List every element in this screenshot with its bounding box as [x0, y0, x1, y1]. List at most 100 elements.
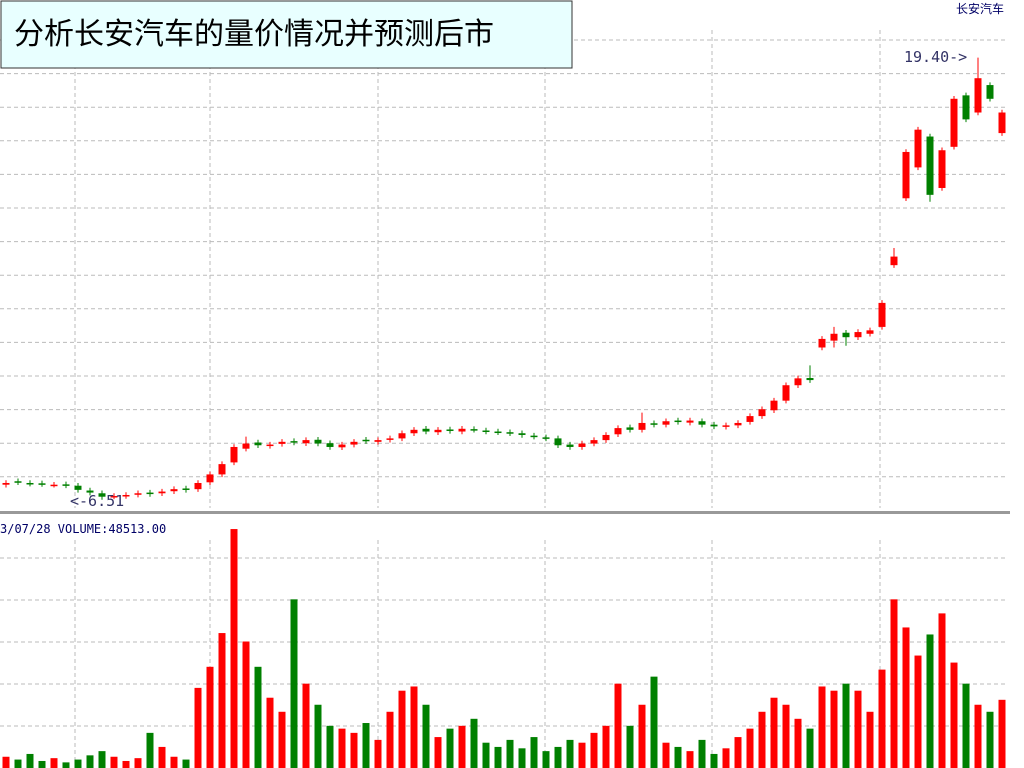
volume-bar — [230, 529, 238, 768]
candle-body — [866, 330, 874, 334]
candle-body — [62, 484, 70, 486]
volume-bar — [134, 758, 142, 768]
volume-bar — [722, 748, 730, 768]
volume-bar — [530, 737, 538, 768]
volume-bar — [434, 737, 442, 768]
candle-body — [254, 442, 262, 446]
candle-body — [662, 421, 670, 425]
volume-bar — [374, 739, 382, 768]
volume-bar — [962, 683, 970, 768]
candle-body — [722, 425, 730, 427]
volume-bar — [350, 732, 358, 768]
volume-bar — [506, 739, 514, 768]
candle-body — [806, 378, 814, 381]
candle-body — [710, 424, 718, 427]
candle-body — [626, 427, 634, 430]
candle-body — [530, 435, 538, 438]
candle-body — [782, 385, 790, 401]
candle-body — [326, 443, 334, 447]
volume-label: 3/07/28 VOLUME:48513.00 — [0, 522, 166, 536]
volume-bar — [314, 704, 322, 768]
candle-body — [218, 464, 226, 475]
candle-body — [290, 441, 298, 443]
candle-body — [674, 420, 682, 423]
candle-body — [770, 400, 778, 411]
volume-bar — [542, 751, 550, 768]
candle-body — [830, 333, 838, 341]
volume-bar — [986, 711, 994, 768]
volume-bar — [782, 704, 790, 768]
volume-bar — [950, 662, 958, 768]
volume-bar — [794, 718, 802, 768]
volume-bar — [158, 746, 166, 768]
candle-body — [818, 338, 826, 348]
candle-body — [998, 112, 1006, 134]
candle-body — [878, 302, 886, 327]
candle-body — [2, 482, 10, 485]
candle-body — [914, 129, 922, 168]
volume-bar — [758, 711, 766, 768]
volume-bar — [638, 704, 646, 768]
candle-body — [170, 489, 178, 492]
slide-title: 分析长安汽车的量价情况并预测后市 — [14, 17, 494, 52]
volume-bar — [710, 753, 718, 768]
candle-body — [686, 420, 694, 423]
volume-bar — [770, 697, 778, 768]
candle-body — [494, 431, 502, 434]
volume-bar — [650, 676, 658, 768]
candle-body — [650, 423, 658, 425]
candle-body — [50, 484, 58, 487]
candle-body — [602, 434, 610, 441]
volume-bar — [254, 666, 262, 768]
grid — [0, 30, 1008, 768]
volume-bar — [278, 711, 286, 768]
volume-bar — [518, 748, 526, 768]
candle-body — [362, 439, 370, 442]
candle-body — [842, 332, 850, 338]
candle-body — [86, 490, 94, 493]
volume-bar — [38, 760, 46, 768]
volume-bar — [602, 725, 610, 768]
volume-bar — [50, 758, 58, 768]
volume-bar — [974, 704, 982, 768]
candle-body — [266, 444, 274, 447]
volume-bar — [698, 739, 706, 768]
candle-body — [854, 332, 862, 338]
candle-body — [974, 78, 982, 113]
volume-bar — [2, 756, 10, 768]
volume-bar — [926, 634, 934, 768]
candle-body — [134, 493, 142, 495]
volume-bar — [590, 732, 598, 768]
volume-bar — [866, 711, 874, 768]
volume-bar — [14, 759, 22, 768]
candle-body — [278, 441, 286, 444]
candle-body — [614, 428, 622, 435]
candle-body — [554, 438, 562, 446]
volume-bar — [266, 697, 274, 768]
volume-bar — [446, 728, 454, 768]
volume-bar — [386, 711, 394, 768]
candle-body — [566, 444, 574, 447]
volume-bar — [122, 760, 130, 768]
candle-body — [314, 439, 322, 444]
candle-body — [398, 433, 406, 439]
volume-bar — [194, 687, 202, 768]
volume-bar — [482, 742, 490, 768]
candle-body — [122, 494, 130, 497]
volume-bar — [938, 613, 946, 768]
volume-bar — [662, 742, 670, 768]
volume-bar — [302, 683, 310, 768]
candle-body — [110, 496, 118, 498]
stock-name: 长安汽车 — [956, 1, 1004, 16]
candle-body — [446, 429, 454, 431]
candle-body — [374, 440, 382, 442]
candle-body — [542, 437, 550, 439]
volume-bar — [110, 756, 118, 768]
candle-body — [194, 482, 202, 490]
high-label: 19.40-> — [904, 48, 967, 66]
candle-body — [206, 474, 214, 483]
volume-bar — [290, 599, 298, 768]
volume-bar — [26, 753, 34, 768]
volume-bar — [398, 690, 406, 768]
